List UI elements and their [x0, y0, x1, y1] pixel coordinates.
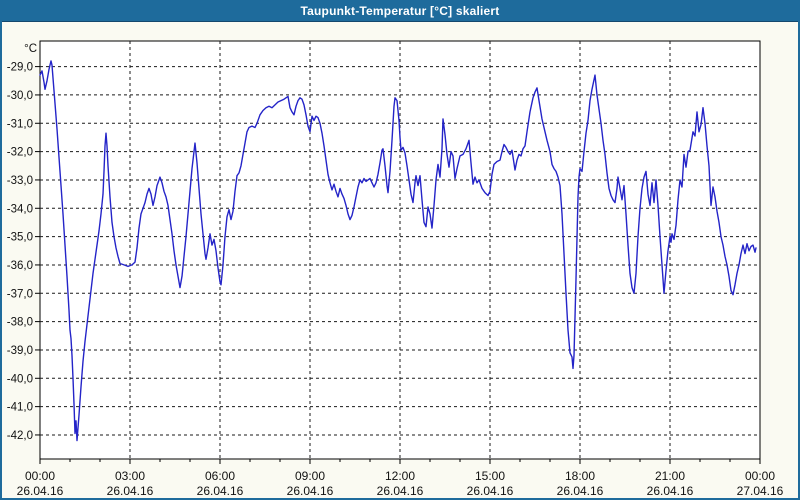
- y-tick-label: -32,0: [7, 147, 33, 159]
- x-tick-time-label: 09:00: [295, 469, 325, 483]
- x-tick-date-label: 26.04.16: [107, 484, 154, 497]
- x-tick-time-label: 12:00: [385, 469, 415, 483]
- dewpoint-line-chart: -29,0 -30,0 -31,0 -32,0 -33,0 -34,0 -35,0 -36,0…: [7, 40, 784, 497]
- x-tick-time-label: 18:00: [565, 469, 595, 483]
- y-tick-label: -33,0: [7, 175, 33, 187]
- x-tick-date-label: 26.04.16: [557, 484, 604, 497]
- y-axis-unit-label: °C: [24, 43, 37, 55]
- y-tick-label: -38,0: [7, 317, 33, 329]
- x-tick-time-label: 21:00: [655, 469, 685, 483]
- y-tick-label: -37,0: [7, 288, 33, 300]
- x-tick-date-label: 27.04.16: [737, 484, 784, 497]
- y-tick-label: -36,0: [7, 260, 33, 272]
- y-tick-label: -34,0: [7, 203, 33, 215]
- y-tick-label: -42,0: [7, 430, 33, 442]
- title-bar: Taupunkt-Temperatur [°C] skaliert: [2, 2, 798, 22]
- y-tick-label: -40,0: [7, 373, 33, 385]
- y-tick-label: -29,0: [7, 62, 33, 74]
- chart-title: Taupunkt-Temperatur [°C] skaliert: [300, 4, 500, 18]
- x-tick-time-label: 15:00: [475, 469, 505, 483]
- x-tick-date-label: 26.04.16: [647, 484, 694, 497]
- x-tick-date-label: 26.04.16: [17, 484, 64, 497]
- x-tick-time-label: 00:00: [745, 469, 775, 483]
- x-tick-time-label: 03:00: [115, 469, 145, 483]
- x-tick-date-label: 26.04.16: [377, 484, 424, 497]
- y-tick-label: -35,0: [7, 232, 33, 244]
- temperature-line: [39, 60, 757, 442]
- x-tick-time-label: 06:00: [205, 469, 235, 483]
- x-tick-time-label: 00:00: [25, 469, 55, 483]
- y-tick-label: -41,0: [7, 402, 33, 414]
- x-tick-date-label: 26.04.16: [197, 484, 244, 497]
- x-tick-date-label: 26.04.16: [287, 484, 334, 497]
- y-tick-label: -31,0: [7, 118, 33, 130]
- y-tick-label: -30,0: [7, 90, 33, 102]
- x-tick-date-label: 26.04.16: [467, 484, 514, 497]
- y-tick-label: -39,0: [7, 345, 33, 357]
